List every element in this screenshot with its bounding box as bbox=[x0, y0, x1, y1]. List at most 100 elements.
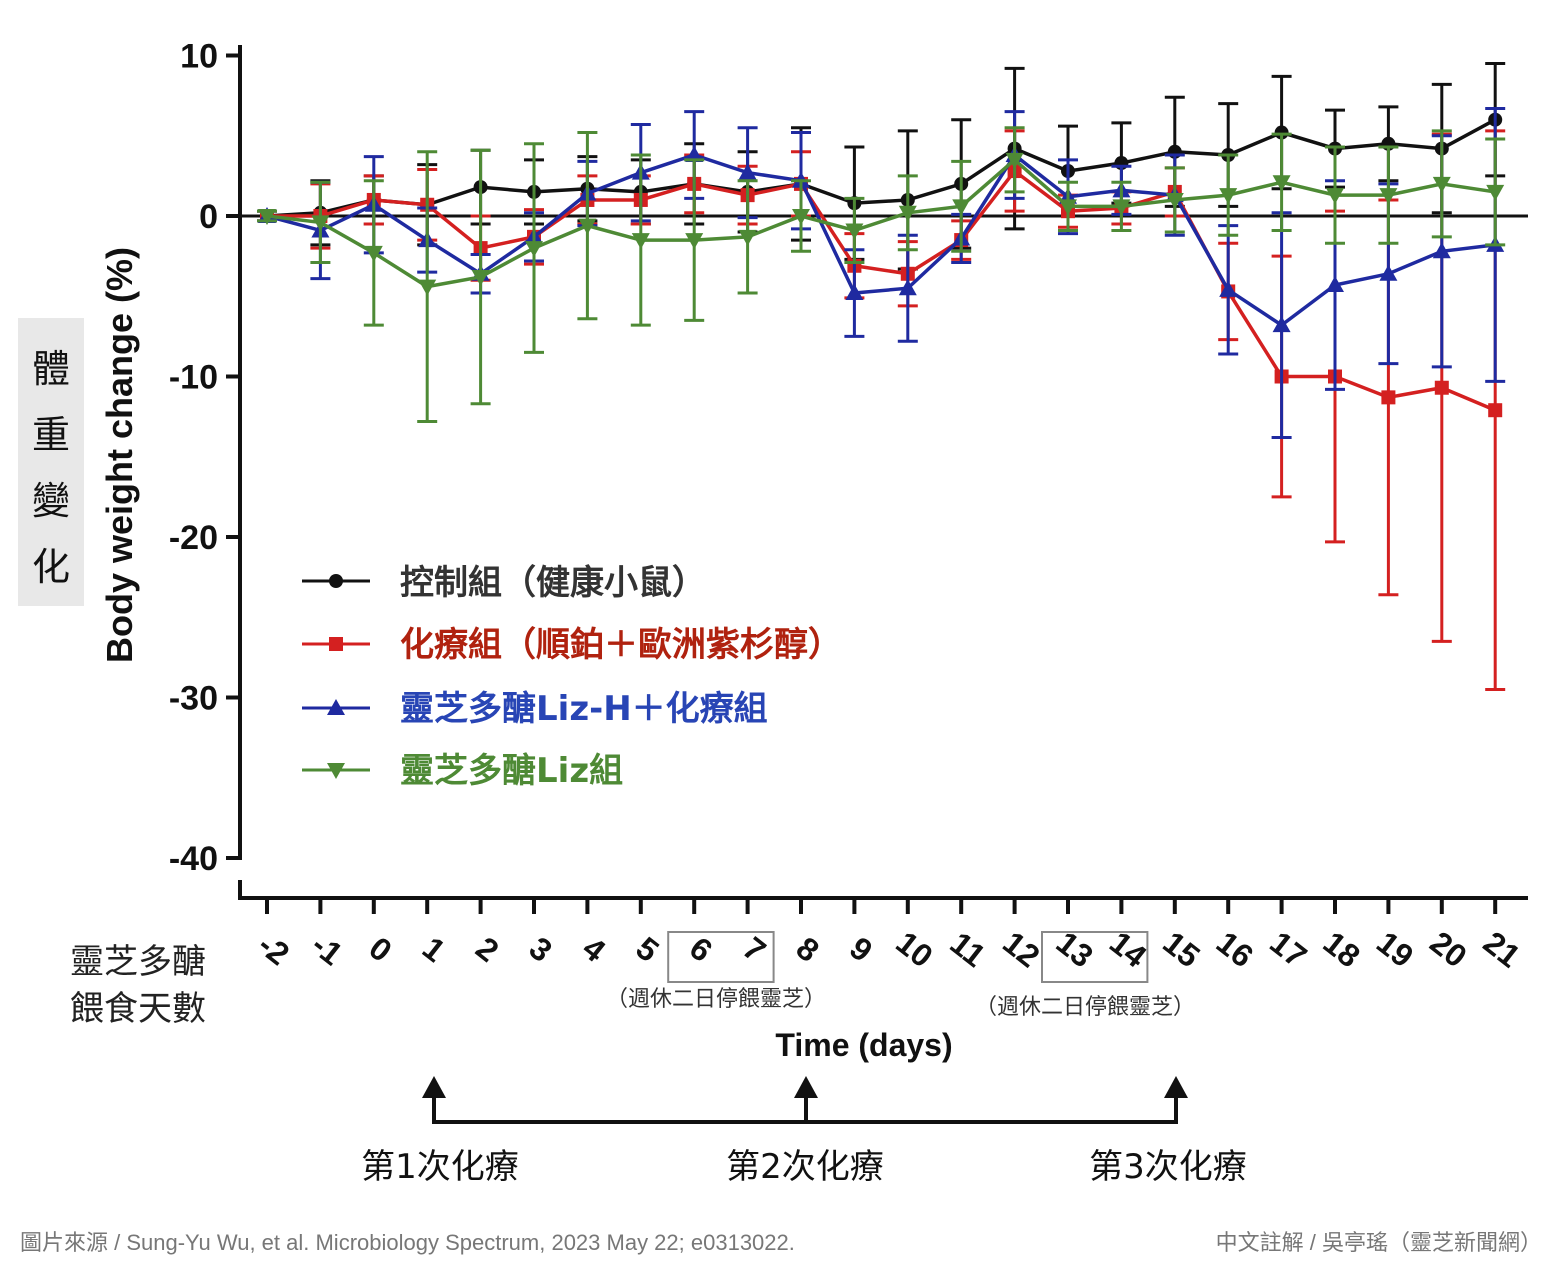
x-tick-label: 15 bbox=[1156, 924, 1206, 974]
legend-label-chemo: 化療組（順鉑＋歐洲紫杉醇） bbox=[400, 625, 842, 665]
chemo-label-2: 第2次化療 bbox=[726, 1147, 884, 1187]
data-point bbox=[1379, 264, 1398, 281]
y-tick-label: 0 bbox=[199, 198, 218, 236]
data-point bbox=[1434, 380, 1449, 395]
rest-days-box bbox=[667, 931, 775, 983]
y-axis-label-zh-4: 化 bbox=[32, 545, 70, 589]
chemo-timeline: 第1次化療 第2次化療 第3次化療 bbox=[361, 1076, 1247, 1187]
x-tick-label: 7 bbox=[736, 930, 772, 969]
data-point bbox=[1272, 175, 1291, 192]
data-point bbox=[578, 218, 597, 235]
data-point bbox=[1381, 390, 1396, 405]
y-axis-label-zh-2: 重 bbox=[32, 413, 70, 457]
x-tick-label: 21 bbox=[1477, 924, 1527, 974]
x-tick-label: 12 bbox=[996, 924, 1046, 974]
x-tick-label: 5 bbox=[629, 930, 665, 969]
data-point bbox=[471, 269, 490, 286]
data-point bbox=[1219, 188, 1238, 205]
x-row-label-line2: 餵食天數 bbox=[70, 989, 206, 1029]
x-tick-label: 3 bbox=[523, 930, 559, 969]
legend-item-control: 控制組（健康小鼠） bbox=[302, 563, 706, 603]
box-note-1: （週休二日停餵靈芝） bbox=[606, 987, 826, 1012]
data-point bbox=[898, 205, 917, 222]
x-tick-label: -1 bbox=[305, 926, 350, 972]
data-point bbox=[1059, 199, 1077, 216]
chemo-label-1: 第1次化療 bbox=[361, 1147, 519, 1187]
footer-credit: 中文註解 / 吳亭瑤（靈芝新聞網） bbox=[1216, 1230, 1542, 1255]
series-2 bbox=[257, 106, 1506, 439]
series-line bbox=[266, 152, 1496, 328]
data-point bbox=[1326, 276, 1344, 293]
x-tick-label: 19 bbox=[1370, 924, 1420, 974]
data-point bbox=[685, 146, 704, 163]
x-tick-label: 1 bbox=[416, 930, 452, 969]
legend-item-liz-h-chemo: 靈芝多醣Liz-H＋化療組 bbox=[302, 689, 768, 729]
y-tick-label: -10 bbox=[169, 359, 218, 397]
series-line bbox=[267, 168, 1496, 412]
x-tick-label: 17 bbox=[1263, 924, 1313, 974]
y-axis-label-zh-box bbox=[18, 318, 84, 606]
chemo-arrow-2 bbox=[794, 1076, 818, 1098]
legend-label-liz: 靈芝多醣Liz組 bbox=[400, 751, 623, 791]
legend-label-liz-h-chemo: 靈芝多醣Liz-H＋化療組 bbox=[400, 689, 768, 729]
data-point bbox=[845, 284, 864, 301]
x-tick-label: 11 bbox=[944, 925, 993, 974]
data-point bbox=[952, 199, 971, 216]
legend-item-chemo: 化療組（順鉑＋歐洲紫杉醇） bbox=[302, 625, 842, 665]
y-tick-label: -30 bbox=[169, 680, 218, 718]
data-point bbox=[364, 245, 383, 262]
data-point bbox=[898, 279, 917, 296]
data-point bbox=[1112, 199, 1131, 216]
chemo-arrow-1 bbox=[422, 1076, 446, 1098]
data-point bbox=[418, 279, 437, 296]
data-point bbox=[1432, 242, 1451, 259]
data-point bbox=[1326, 188, 1344, 205]
x-axis-line bbox=[238, 880, 1528, 900]
data-point bbox=[258, 209, 276, 225]
data-point bbox=[311, 215, 330, 232]
footer-source: 圖片來源 / Sung-Yu Wu, et al. Microbiology S… bbox=[20, 1230, 795, 1255]
data-point bbox=[525, 241, 543, 258]
x-tick-label: 9 bbox=[843, 930, 879, 969]
data-point bbox=[1432, 176, 1451, 193]
legend-item-liz: 靈芝多醣Liz組 bbox=[302, 751, 623, 791]
legend-marker-square bbox=[329, 637, 343, 651]
legend-marker-circle bbox=[329, 574, 343, 588]
chemo-label-3: 第3次化療 bbox=[1089, 1147, 1247, 1187]
x-tick-label: 10 bbox=[889, 924, 939, 974]
series-3 bbox=[257, 126, 1506, 423]
y-axis-label: Body weight change (%) bbox=[99, 247, 140, 663]
data-point bbox=[738, 229, 757, 246]
data-point bbox=[845, 223, 864, 240]
data-point bbox=[685, 233, 704, 250]
x-tick-label: 20 bbox=[1423, 924, 1473, 974]
y-tick-label: -20 bbox=[169, 519, 218, 557]
legend-marker-triangle-up bbox=[327, 699, 345, 715]
x-tick-label: 8 bbox=[790, 930, 826, 969]
series-line bbox=[266, 118, 1497, 218]
x-tick-label: -2 bbox=[251, 926, 296, 972]
chemo-arrow-3 bbox=[1164, 1076, 1188, 1098]
data-point bbox=[1488, 403, 1503, 418]
x-row-label-line1: 靈芝多醣 bbox=[70, 942, 206, 982]
legend-marker-triangle-down bbox=[327, 763, 345, 779]
data-point bbox=[1219, 280, 1238, 297]
x-tick-label: 6 bbox=[683, 930, 719, 969]
data-point bbox=[631, 233, 650, 250]
y-axis-label-zh-3: 變 bbox=[32, 479, 70, 523]
legend: 控制組（健康小鼠） 化療組（順鉑＋歐洲紫杉醇） 靈芝多醣Liz-H＋化療組 靈芝… bbox=[302, 563, 842, 791]
box-note-2: （週休二日停餵靈芝） bbox=[975, 995, 1195, 1020]
data-point bbox=[738, 163, 757, 180]
rest-days-box bbox=[1041, 931, 1149, 983]
x-tick-label: 2 bbox=[469, 930, 505, 969]
x-tick-label: 16 bbox=[1210, 924, 1260, 974]
data-point bbox=[1272, 316, 1291, 333]
data-point bbox=[1005, 152, 1024, 169]
data-point bbox=[1165, 192, 1184, 209]
x-axis-label: Time (days) bbox=[775, 1027, 952, 1063]
series-line bbox=[266, 157, 1496, 289]
y-tick-label: 10 bbox=[180, 38, 218, 76]
x-tick-label: 4 bbox=[576, 930, 612, 969]
x-tick-label: 0 bbox=[362, 930, 398, 969]
